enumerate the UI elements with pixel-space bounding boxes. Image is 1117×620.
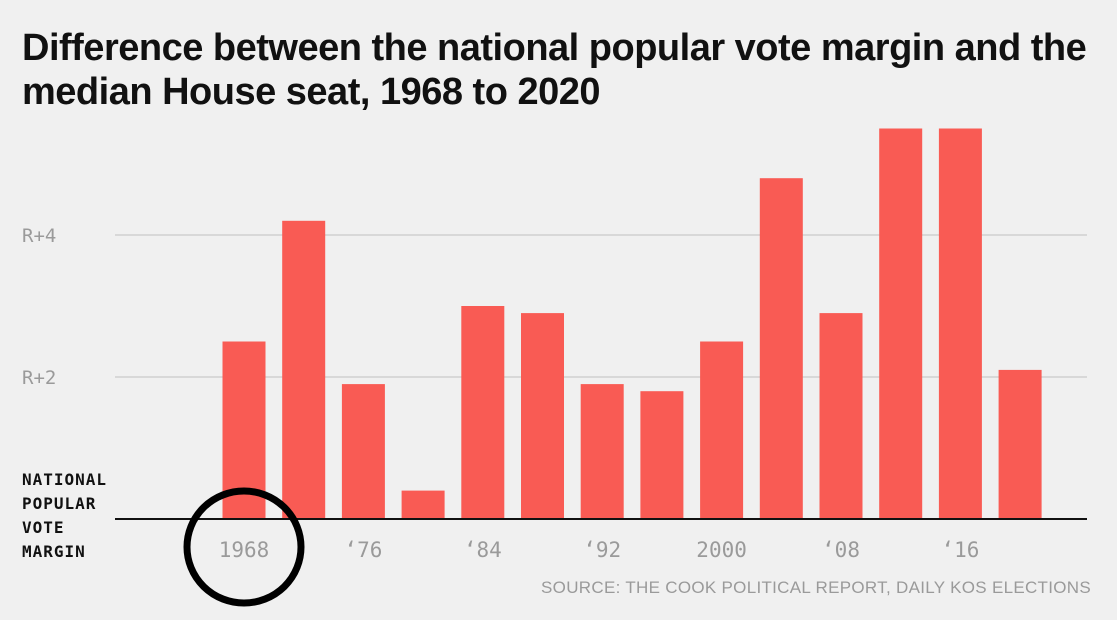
chart-title: Difference between the national popular … xyxy=(22,27,1087,113)
x-tick-label: ‘92 xyxy=(583,538,621,562)
baseline-label: NATIONAL POPULAR VOTE MARGIN xyxy=(22,468,107,564)
bar xyxy=(700,341,744,519)
x-tick-label: 1968 xyxy=(219,538,270,562)
annotations xyxy=(183,487,305,607)
baseline-label-line: VOTE xyxy=(22,518,65,537)
bar xyxy=(640,391,684,519)
bar xyxy=(819,313,863,519)
x-tick-label: 2000 xyxy=(696,538,747,562)
bar xyxy=(461,306,505,519)
source-note: SOURCE: THE COOK POLITICAL REPORT, DAILY… xyxy=(541,578,1091,597)
y-tick-label: R+2 xyxy=(22,367,56,389)
x-tick-label: ‘08 xyxy=(822,538,860,562)
bar xyxy=(401,490,445,519)
x-tick-labels: 1968 ‘76 ‘84 ‘92 2000 ‘08 ‘16 xyxy=(219,538,980,562)
x-tick-label: ‘84 xyxy=(464,538,502,562)
y-tick-label: R+4 xyxy=(22,225,56,247)
highlight-circle xyxy=(183,487,305,607)
bar xyxy=(580,384,624,519)
baseline-label-line: NATIONAL xyxy=(22,470,108,489)
bar xyxy=(879,128,923,519)
y-tick-labels: R+2 R+4 xyxy=(22,225,56,389)
baseline-label-line: MARGIN xyxy=(22,542,86,561)
bar xyxy=(938,128,982,519)
x-tick-label: ‘76 xyxy=(344,538,382,562)
x-tick-label: ‘16 xyxy=(941,538,979,562)
bar xyxy=(998,369,1042,519)
bar xyxy=(759,178,803,519)
bar xyxy=(521,313,564,519)
bar xyxy=(282,220,326,520)
gridlines xyxy=(115,234,1087,378)
bars xyxy=(222,128,1042,520)
baseline-label-line: POPULAR xyxy=(22,494,97,513)
bar xyxy=(341,384,385,519)
